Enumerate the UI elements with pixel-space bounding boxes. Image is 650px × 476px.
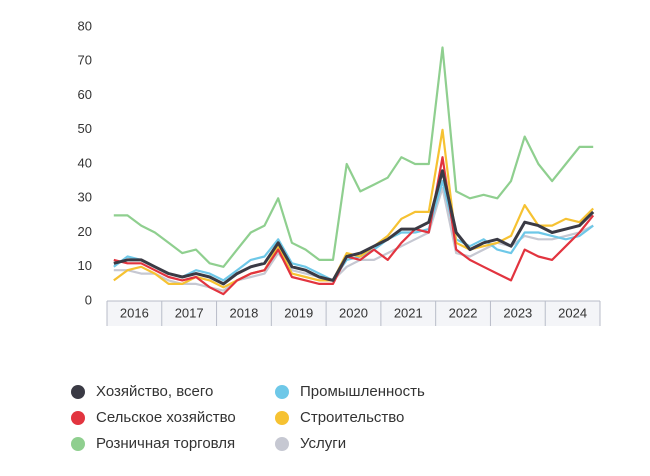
legend-label: Розничная торговля bbox=[96, 435, 235, 452]
legend-marker bbox=[275, 385, 289, 399]
x-tick-label: 2020 bbox=[339, 305, 368, 320]
legend-label: Промышленность bbox=[300, 383, 425, 400]
y-tick-label: 80 bbox=[78, 18, 92, 33]
x-tick-label: 2018 bbox=[229, 305, 258, 320]
y-tick-label: 10 bbox=[78, 258, 92, 273]
legend-label: Хозяйство, всего bbox=[96, 383, 213, 400]
y-tick-label: 30 bbox=[78, 190, 92, 205]
series-line bbox=[113, 169, 595, 286]
y-tick-label: 20 bbox=[78, 224, 92, 239]
legend-marker bbox=[71, 385, 85, 399]
x-axis-band bbox=[107, 301, 600, 326]
x-tick-label: 2024 bbox=[558, 305, 587, 320]
legend-marker bbox=[71, 437, 85, 451]
y-tick-label: 70 bbox=[78, 53, 92, 68]
x-tick-label: 2019 bbox=[284, 305, 313, 320]
y-tick-label: 0 bbox=[85, 292, 92, 307]
legend-label: Строительство bbox=[300, 409, 404, 426]
y-tick-label: 60 bbox=[78, 87, 92, 102]
y-tick-label: 50 bbox=[78, 121, 92, 136]
legend-label: Сельское хозяйство bbox=[96, 409, 236, 426]
legend-marker bbox=[275, 411, 289, 425]
legend-marker bbox=[275, 437, 289, 451]
x-tick-label: 2021 bbox=[394, 305, 423, 320]
y-tick-label: 40 bbox=[78, 155, 92, 170]
x-tick-label: 2016 bbox=[120, 305, 149, 320]
series-line bbox=[113, 46, 594, 268]
series-line bbox=[113, 156, 595, 296]
x-tick-label: 2022 bbox=[449, 305, 478, 320]
x-tick-label: 2017 bbox=[175, 305, 204, 320]
legend-marker bbox=[71, 411, 85, 425]
x-tick-label: 2023 bbox=[503, 305, 532, 320]
legend-label: Услуги bbox=[300, 435, 346, 452]
